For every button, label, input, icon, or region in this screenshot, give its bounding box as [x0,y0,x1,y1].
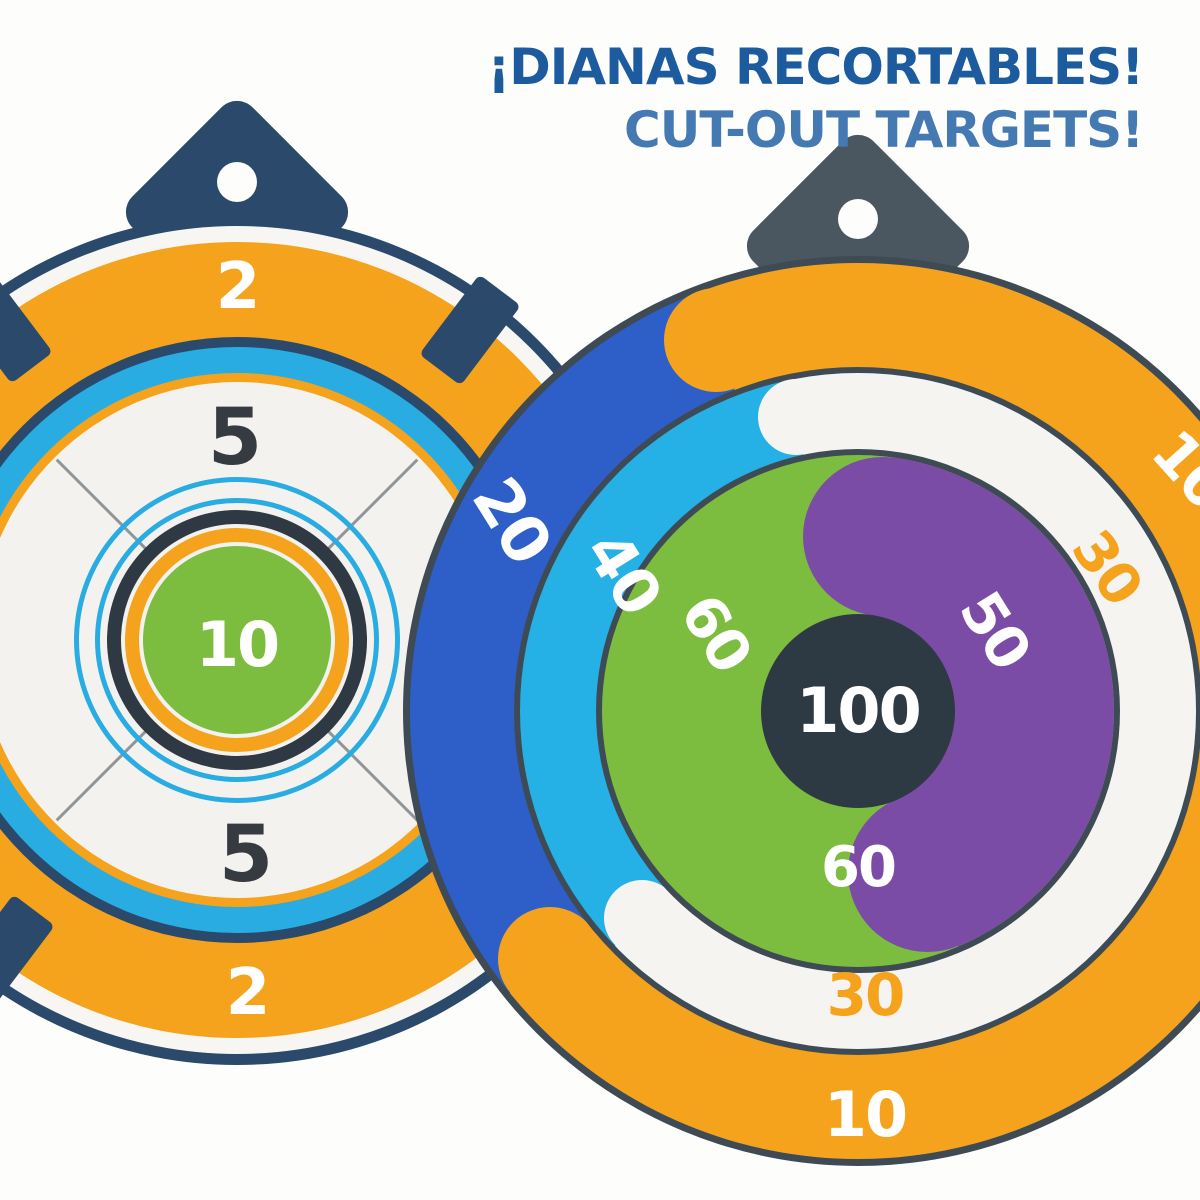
left-bullseye-cyan-circle-outer [74,477,400,803]
right-tab-hole-icon [838,199,878,239]
right-bullseye-navy-center [761,614,955,808]
score-label: 10 [823,1078,908,1151]
right-ring2-white-cap [758,379,834,455]
score-label: 10 [195,608,280,681]
title-line-english: CUT-OUT TARGETS! [624,101,1144,159]
score-label: 100 [796,674,921,747]
left-tab-hole-icon [217,162,257,202]
score-label: 2 [225,956,271,1030]
right-ring1-orange-cap [498,907,602,1011]
score-label: 30 [826,961,906,1029]
right-ring3-purple-cap [803,457,962,616]
title-line-spanish: ¡DIANAS RECORTABLES! [487,38,1144,96]
right-target: 20 40 60 50 30 10 100 60 30 10 [403,125,1200,1166]
right-ring3-purple-cap [848,793,1007,952]
score-label: 60 [821,835,897,900]
promo-title: ¡DIANAS RECORTABLES! CUT-OUT TARGETS! [487,36,1144,162]
score-label: 5 [207,393,262,483]
right-ring2-white-cap [604,880,680,956]
left-bullseye-green-center [143,546,331,734]
right-ring1-orange-cap [664,288,768,392]
score-label: 2 [215,250,261,324]
score-label: 5 [218,810,273,900]
left-bullseye-cyan-circle-inner [95,498,379,782]
